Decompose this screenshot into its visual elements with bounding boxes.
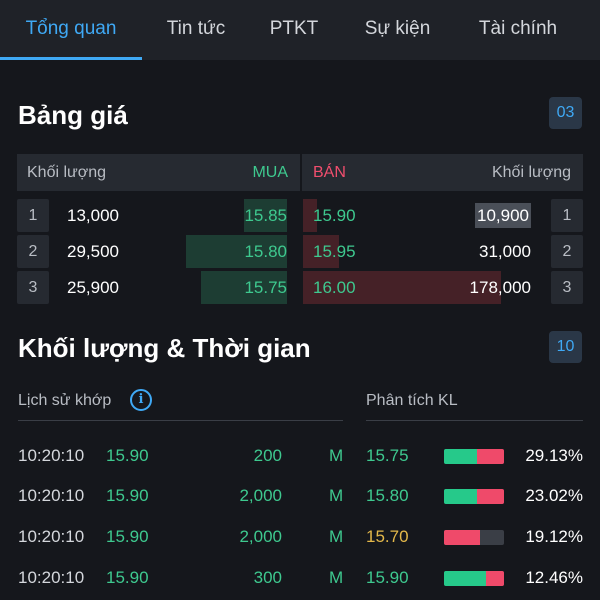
trade-price: 15.90 [106, 527, 149, 546]
bid-level-index: 1 [17, 199, 49, 232]
tab-bar: Tổng quan Tin tức PTKT Sự kiện Tài chính [0, 0, 600, 60]
trade-volume: 2,000 [239, 486, 282, 505]
bid-depth-bar [201, 271, 287, 304]
trade-row[interactable]: 10:20:10 15.90 200 M 15.75 29.13% [0, 444, 600, 468]
trade-volume: 300 [253, 568, 282, 587]
tab-financials[interactable]: Tài chính [478, 18, 558, 39]
ask-volume: 31,000 [479, 242, 531, 261]
tab-news[interactable]: Tin tức [166, 18, 226, 39]
ask-header: BÁN [313, 164, 346, 181]
buy-sell-ratio-bar [444, 449, 504, 464]
ask-depth-bar [303, 235, 339, 268]
bid-volume-header: Khối lượng [27, 164, 107, 181]
trade-side: M [329, 446, 344, 465]
tab-technical[interactable]: PTKT [269, 18, 319, 39]
ask-volume-header: Khối lượng [491, 164, 571, 181]
ask-level-index: 1 [551, 199, 583, 232]
trade-row[interactable]: 10:20:10 15.90 2,000 M 15.70 19.12% [0, 525, 600, 549]
history-divider [18, 420, 343, 421]
bid-depth-bar [244, 199, 287, 232]
sell-portion [477, 489, 504, 504]
sell-portion [444, 530, 480, 545]
buy-portion [444, 449, 477, 464]
orderbook-row[interactable]: 1 13,000 15.85 15.90 10,900 1 [17, 199, 583, 232]
volume-time-title: Khối lượng & Thời gian [18, 333, 311, 363]
trade-row[interactable]: 10:20:10 15.90 300 M 15.90 12.46% [0, 566, 600, 590]
ask-price[interactable]: 16.00 [313, 278, 356, 297]
ask-level-index: 2 [551, 235, 583, 268]
trade-time: 10:20:10 [18, 446, 85, 465]
ask-volume: 178,000 [469, 278, 531, 297]
orderbook-title: Bảng giá [18, 100, 128, 130]
info-icon[interactable]: i [130, 389, 152, 411]
analysis-price: 15.70 [366, 527, 409, 546]
trade-volume: 200 [253, 446, 282, 465]
orderbook-row[interactable]: 2 29,500 15.80 15.95 31,000 2 [17, 235, 583, 268]
analysis-price: 15.90 [366, 568, 409, 587]
buy-sell-ratio-bar [444, 571, 504, 586]
trade-side: M [329, 486, 344, 505]
ask-level-index: 3 [551, 271, 583, 304]
buy-sell-ratio-bar [444, 530, 504, 545]
match-history-label[interactable]: Lịch sử khớp [18, 392, 112, 409]
bid-price[interactable]: 15.85 [244, 206, 287, 225]
bid-level-index: 3 [17, 271, 49, 304]
trade-side: M [329, 527, 344, 546]
trade-time: 10:20:10 [18, 527, 85, 546]
sell-portion [477, 449, 504, 464]
bid-depth-bar [186, 235, 287, 268]
bid-volume: 29,500 [67, 242, 119, 261]
ask-depth-bar [303, 199, 317, 232]
orderbook-row[interactable]: 3 25,900 15.75 16.00 178,000 3 [17, 271, 583, 304]
bid-price[interactable]: 15.80 [244, 242, 287, 261]
trade-row[interactable]: 10:20:10 15.90 2,000 M 15.80 23.02% [0, 484, 600, 508]
active-tab-indicator [0, 57, 142, 60]
ask-price[interactable]: 15.90 [313, 206, 356, 225]
buy-sell-ratio-bar [444, 489, 504, 504]
orderbook-depth-badge[interactable]: 03 [549, 97, 582, 129]
trade-price: 15.90 [106, 486, 149, 505]
ask-depth-bar [303, 271, 501, 304]
ask-price[interactable]: 15.95 [313, 242, 356, 261]
volume-time-badge[interactable]: 10 [549, 331, 582, 363]
buy-portion [444, 489, 477, 504]
trade-volume: 2,000 [239, 527, 282, 546]
volume-percent: 29.13% [525, 446, 583, 465]
bid-volume: 13,000 [67, 206, 119, 225]
trade-price: 15.90 [106, 446, 149, 465]
analysis-price: 15.80 [366, 486, 409, 505]
analysis-divider [366, 420, 583, 421]
tab-overview[interactable]: Tổng quan [25, 18, 117, 39]
orderbook-header: Khối lượng MUA BÁN Khối lượng [17, 154, 583, 191]
tab-events[interactable]: Sự kiện [364, 18, 431, 39]
header-divider [300, 154, 302, 191]
analysis-price: 15.75 [366, 446, 409, 465]
volume-percent: 19.12% [525, 527, 583, 546]
volume-percent: 12.46% [525, 568, 583, 587]
trade-price: 15.90 [106, 568, 149, 587]
volume-analysis-label[interactable]: Phân tích KL [366, 392, 458, 409]
bid-volume: 25,900 [67, 278, 119, 297]
volume-percent: 23.02% [525, 486, 583, 505]
ask-volume: 10,900 [475, 203, 531, 228]
bid-header: MUA [252, 164, 288, 181]
trade-time: 10:20:10 [18, 486, 85, 505]
bid-price[interactable]: 15.75 [244, 278, 287, 297]
buy-portion [444, 571, 486, 586]
sell-portion [486, 571, 504, 586]
bid-level-index: 2 [17, 235, 49, 268]
trade-side: M [329, 568, 344, 587]
trade-time: 10:20:10 [18, 568, 85, 587]
